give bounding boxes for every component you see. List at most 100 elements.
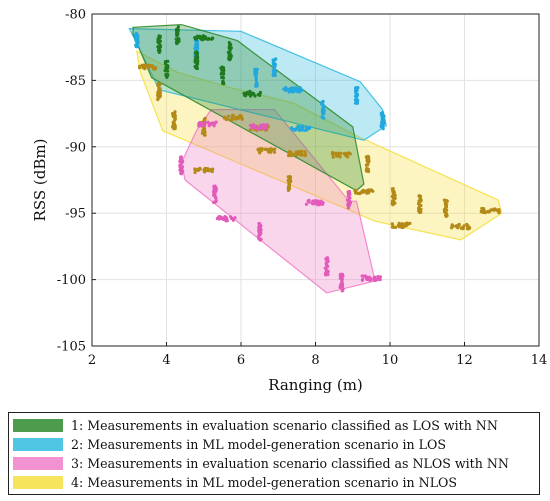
point-series-3 — [179, 160, 183, 164]
point-series-3 — [233, 216, 237, 220]
point-series-4 — [365, 168, 369, 172]
point-series-1 — [174, 37, 178, 41]
point-series-4 — [331, 152, 335, 156]
point-series-4 — [417, 209, 421, 213]
point-series-3 — [248, 123, 253, 127]
point-series-3 — [203, 121, 208, 125]
point-series-3 — [200, 123, 204, 128]
point-series-4 — [200, 131, 204, 135]
point-series-3 — [212, 124, 216, 128]
point-series-3 — [306, 199, 310, 203]
point-series-4 — [399, 222, 403, 226]
point-series-4 — [268, 147, 272, 151]
point-series-1 — [248, 94, 253, 98]
point-series-3 — [261, 123, 265, 127]
point-series-4 — [258, 151, 262, 155]
legend-item-3: 3: Measurements in evaluation scenario c… — [13, 454, 535, 473]
point-series-3 — [347, 203, 351, 207]
point-series-4 — [451, 224, 455, 228]
point-series-1 — [206, 37, 210, 42]
point-series-4 — [391, 187, 395, 191]
point-series-4 — [295, 153, 299, 157]
point-series-1 — [193, 64, 197, 69]
point-series-2 — [354, 99, 359, 103]
point-series-4 — [264, 147, 268, 151]
point-series-3 — [258, 224, 262, 228]
point-series-3 — [251, 123, 255, 127]
point-series-2 — [273, 70, 277, 74]
point-series-3 — [181, 169, 185, 173]
point-series-2 — [293, 88, 297, 92]
axis-ticks: 2 4 6 8 10 12 14 -80 -85 -90 -95 -100 -105 — [57, 8, 547, 369]
point-series-2 — [291, 90, 295, 94]
point-series-4 — [156, 91, 160, 95]
point-series-4 — [287, 181, 291, 185]
point-series-3 — [340, 284, 344, 288]
point-series-3 — [214, 196, 218, 200]
point-series-4 — [210, 170, 214, 174]
point-series-3 — [347, 196, 351, 200]
point-series-4 — [358, 192, 362, 196]
legend-label-4: 4: Measurements in ML model-generation s… — [71, 475, 458, 490]
y-tick-label: -100 — [57, 273, 86, 288]
point-series-2 — [254, 77, 258, 81]
point-series-4 — [445, 199, 449, 203]
point-series-4 — [360, 189, 364, 193]
point-series-4 — [228, 118, 232, 122]
point-series-4 — [226, 114, 231, 118]
series-points — [133, 25, 501, 293]
point-series-3 — [224, 219, 228, 223]
point-series-4 — [331, 155, 335, 159]
point-series-4 — [408, 221, 412, 225]
legend-swatch-1 — [13, 419, 63, 432]
point-series-4 — [394, 225, 398, 229]
point-series-4 — [260, 147, 264, 151]
y-tick-label: -105 — [57, 340, 86, 355]
point-series-1 — [198, 34, 202, 38]
point-series-2 — [286, 87, 290, 91]
point-series-4 — [482, 207, 486, 211]
x-tick-label: 12 — [456, 353, 473, 368]
point-series-1 — [176, 33, 180, 37]
point-series-3 — [258, 238, 262, 242]
point-series-4 — [273, 147, 277, 151]
point-series-4 — [366, 160, 370, 165]
point-series-2 — [282, 87, 286, 91]
point-series-3 — [180, 166, 184, 170]
point-series-1 — [211, 36, 215, 40]
point-series-4 — [390, 194, 394, 199]
point-series-4 — [303, 150, 307, 154]
point-series-3 — [313, 199, 317, 203]
point-series-2 — [382, 122, 386, 126]
point-series-4 — [202, 126, 206, 130]
point-series-1 — [157, 38, 161, 42]
point-series-4 — [367, 191, 371, 195]
point-series-2 — [133, 33, 138, 37]
point-series-4 — [443, 207, 447, 211]
point-series-2 — [134, 45, 138, 49]
point-series-4 — [286, 186, 290, 190]
point-series-2 — [380, 112, 384, 116]
point-series-3 — [263, 127, 267, 131]
point-series-2 — [322, 109, 326, 113]
point-series-3 — [375, 278, 379, 282]
point-series-4 — [348, 152, 352, 156]
point-series-4 — [417, 194, 421, 198]
point-series-3 — [347, 190, 351, 194]
point-series-4 — [353, 188, 357, 192]
point-series-3 — [304, 202, 308, 206]
point-series-3 — [212, 184, 216, 188]
point-series-2 — [382, 115, 386, 119]
point-series-2 — [255, 82, 259, 86]
point-series-2 — [195, 40, 199, 44]
point-series-4 — [202, 118, 206, 122]
point-series-3 — [265, 123, 269, 127]
point-series-3 — [179, 156, 183, 160]
point-series-2 — [381, 119, 385, 123]
region-series-4 — [135, 50, 503, 241]
legend-label-2: 2: Measurements in ML model-generation s… — [71, 437, 446, 452]
point-series-2 — [353, 88, 358, 92]
point-series-2 — [136, 35, 140, 39]
point-series-2 — [274, 57, 278, 61]
point-series-4 — [465, 222, 469, 226]
